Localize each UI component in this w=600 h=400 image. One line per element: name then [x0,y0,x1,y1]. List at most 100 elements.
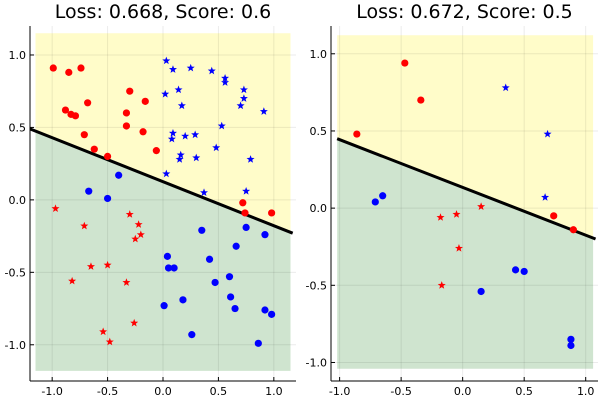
blue-star-point [162,169,171,178]
subplot-left: -1.0 -0.5 0.0 0.5 1.0 -1.0 -0.5 0.0 0.5 1.0 Loss: … [5,1,296,398]
red-star-point [103,260,112,269]
x-tick-label: -0.5 [390,385,411,398]
blue-circle-point [211,278,219,287]
red-star-point [80,221,89,230]
blue-circle-point [115,171,123,179]
blue-circle-point [179,296,187,304]
blue-star-point [207,66,216,75]
region-lower [35,131,291,371]
y-tick-label: -1.0 [306,356,327,369]
red-star-point [437,281,446,289]
blue-star-point [168,65,177,73]
y-tick-label: -0.5 [306,279,327,292]
blue-circle-point [188,331,196,339]
red-star-point [105,337,114,346]
blue-star-point [192,153,201,162]
y-tick-label: -1.0 [5,339,26,352]
blue-star-point [543,129,552,138]
red-circle-point [84,99,92,107]
blue-star-point [239,85,248,94]
red-circle-point [80,131,88,139]
red-star-point [99,327,108,336]
blue-circle-point [163,252,172,260]
y-tick-label: 0.5 [310,125,328,138]
red-star-point [131,234,140,243]
subplot-right: -1.0 -0.5 0.0 0.5 1.0 -1.0 -0.5 0.0 0.5 1.0 Loss: … [306,1,598,398]
blue-circle-point [261,231,269,239]
red-circle-point [49,64,57,72]
red-star-point [454,244,463,252]
blue-circle-point [164,264,173,272]
red-circle-point [239,199,247,207]
x-tick-label: -0.5 [97,385,118,398]
blue-star-point [246,155,255,163]
red-circle-point [152,147,160,155]
blue-star-point [236,101,245,110]
blue-circle-point [254,339,262,347]
red-circle-point [122,109,131,117]
blue-star-point [161,89,170,98]
blue-star-point [221,78,230,86]
red-circle-point [550,212,558,220]
red-circle-point [71,112,80,120]
red-star-point [68,276,77,285]
blue-circle-point [511,266,520,274]
blue-star-point [175,155,184,163]
y-tick-label: 0.0 [9,194,27,207]
red-circle-point [268,209,276,217]
red-circle-point [569,226,577,234]
x-tick-label: -1.0 [329,385,350,398]
y-tick-label: 0.0 [310,202,328,215]
blue-star-point [177,101,186,110]
decision-boundary-line [336,137,597,241]
region-upper [337,35,594,238]
blue-star-point [186,63,195,72]
blue-circle-point [477,287,485,296]
y-tick-label: 1.0 [310,48,328,61]
red-circle-point [241,209,249,217]
blue-star-point [167,134,176,143]
blue-circle-point [379,192,387,200]
blue-star-point [162,56,171,65]
red-star-point [477,202,486,210]
blue-circle-point [205,255,214,263]
blue-star-point [242,186,251,195]
y-tick-label: 1.0 [9,49,27,62]
x-tick-label: 1.0 [577,385,595,398]
x-tick-label: 0.0 [454,385,472,398]
blue-circle-point [103,194,112,203]
x-tick-label: 0.0 [154,385,172,398]
blue-circle-point [371,198,379,206]
red-star-point [130,318,139,327]
blue-star-point [176,150,185,159]
red-star-point [436,213,445,221]
red-circle-point [61,106,70,114]
blue-circle-point [198,226,206,234]
blue-star-point [168,129,177,137]
red-circle-point [126,87,134,95]
red-circle-point [417,96,425,104]
x-tick-label: 0.5 [515,385,533,398]
blue-circle-point [227,293,235,301]
x-tick-label: 1.0 [265,385,283,398]
y-tick-label: 0.5 [9,121,27,134]
blue-star-point [501,83,510,92]
blue-star-point [174,85,183,94]
blue-circle-point [232,242,240,250]
red-star-point [86,262,95,270]
red-circle-point [65,68,73,76]
blue-circle-point [520,267,528,276]
red-circle-point [141,97,149,105]
y-tick-label: -0.5 [5,266,26,279]
blue-star-point [212,143,221,152]
red-circle-point [139,128,147,136]
x-tick-label: 0.5 [210,385,228,398]
blue-star-point [181,131,190,140]
decision-boundary-line [30,127,294,235]
red-star-point [452,210,461,218]
blue-circle-point [567,341,575,350]
red-circle-point [90,145,98,153]
blue-star-point [541,193,550,201]
blue-star-point [259,107,268,115]
chart-title: Loss: 0.668, Score: 0.6 [55,1,271,23]
